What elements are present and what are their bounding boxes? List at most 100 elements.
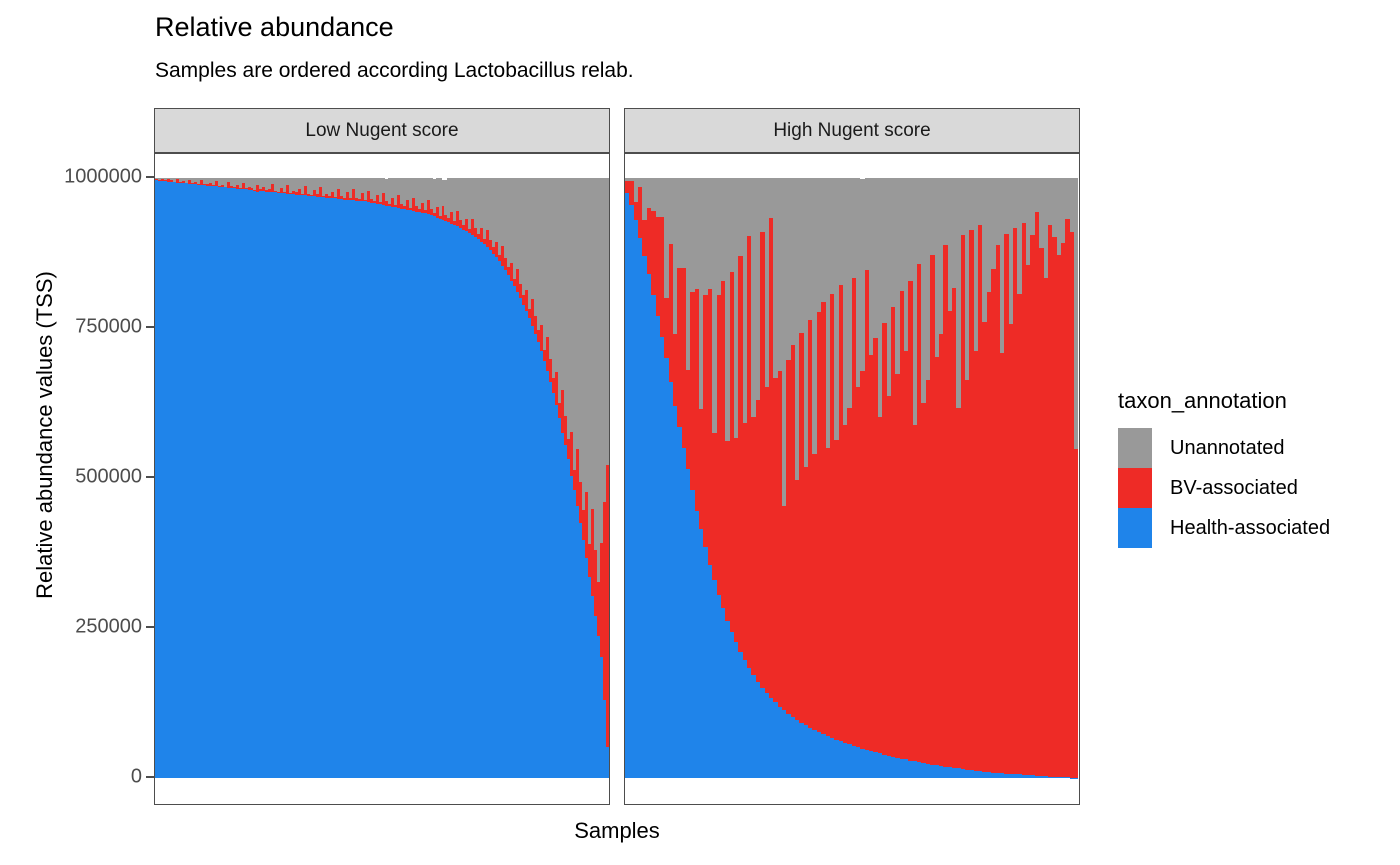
bar-segment-health-associated (259, 190, 263, 778)
bar-segment-bv-associated (539, 325, 543, 352)
bar-segment-bv-associated (274, 190, 278, 193)
bar-segment-bv-associated (1012, 228, 1018, 775)
bar-segment-bv-associated (651, 211, 656, 295)
bar-segment-bv-associated (271, 184, 275, 193)
bar-segment-health-associated (295, 194, 299, 778)
bar-segment-health-associated (351, 200, 355, 778)
bar-segment-unannotated (265, 178, 269, 191)
bar-segment-health-associated (274, 192, 278, 778)
bar-segment-unannotated (1065, 178, 1070, 220)
bar-stack (516, 178, 520, 778)
bar-stack (160, 178, 164, 778)
bar-segment-bv-associated (638, 187, 643, 238)
bar-segment-unannotated (1056, 178, 1061, 256)
bar-segment-unannotated (435, 178, 439, 207)
bar-stack (447, 178, 451, 778)
bar-stack (492, 178, 496, 778)
bar-segment-unannotated (786, 178, 791, 360)
bar-segment-health-associated (405, 209, 409, 778)
bar-segment-unannotated (387, 178, 391, 204)
bar-segment-unannotated (193, 178, 197, 182)
bar-segment-unannotated (982, 178, 987, 322)
bar-segment-bv-associated (1060, 243, 1066, 778)
bar-stack (157, 178, 161, 778)
bar-segment-health-associated (304, 195, 308, 778)
bar-segment-unannotated (522, 178, 526, 296)
bar-segment-bv-associated (557, 403, 561, 418)
bar-segment-bv-associated (864, 269, 870, 750)
bar-segment-health-associated (522, 304, 526, 778)
bar-segment-bv-associated (334, 197, 338, 199)
bar-segment-health-associated (882, 754, 887, 778)
bar-segment-bv-associated (668, 244, 673, 382)
bar-segment-bv-associated (790, 344, 796, 717)
bar-segment-health-associated (563, 445, 567, 778)
bar-segment-health-associated (408, 210, 412, 778)
bar-segment-unannotated (799, 178, 804, 333)
bar-stack (408, 178, 412, 778)
legend-item[interactable]: Health-associated (1118, 508, 1330, 548)
bar-segment-unannotated (334, 178, 338, 198)
bar-segment-unannotated (690, 178, 695, 292)
bar-segment-unannotated (912, 178, 918, 426)
facet-strip-label: Low Nugent score (305, 119, 459, 141)
bar-segment-bv-associated (821, 302, 826, 735)
bar-segment-bv-associated (408, 207, 412, 211)
bar-segment-bv-associated (856, 387, 861, 748)
bar-segment-bv-associated (599, 543, 603, 658)
bar-segment-health-associated (646, 274, 652, 778)
bar-segment-unannotated (825, 178, 830, 448)
bar-segment-unannotated (1021, 178, 1027, 223)
bar-segment-unannotated (904, 178, 909, 352)
bar-segment-bv-associated (986, 292, 992, 772)
bar-segment-health-associated (951, 767, 957, 778)
bar-segment-bv-associated (569, 431, 573, 476)
bar-segment-health-associated (548, 382, 552, 778)
bar-segment-health-associated (283, 193, 287, 778)
bar-segment-bv-associated (978, 225, 983, 772)
bar-segment-health-associated (1056, 777, 1061, 778)
bar-stack (181, 178, 185, 778)
bar-segment-health-associated (519, 298, 523, 778)
bar-segment-health-associated (354, 200, 358, 778)
bar-segment-health-associated (537, 342, 540, 778)
bar-segment-bv-associated (337, 188, 341, 199)
bar-stack (808, 178, 813, 778)
bar-segment-unannotated (232, 178, 236, 187)
bar-stack (441, 178, 445, 778)
bar-segment-bv-associated (205, 183, 209, 186)
bar-stack (1004, 178, 1009, 778)
bar-segment-unannotated (322, 178, 326, 196)
y-axis-tick-label: 750000 (75, 315, 142, 338)
bar-segment-bv-associated (175, 178, 179, 183)
bar-segment-health-associated (369, 202, 373, 778)
bar-stack (1039, 178, 1044, 778)
bar-segment-bv-associated (399, 203, 403, 209)
bar-stack (599, 178, 603, 778)
bar-segment-health-associated (450, 223, 454, 778)
bar-segment-bv-associated (247, 186, 251, 190)
bar-segment-bv-associated (256, 184, 260, 192)
bar-segment-health-associated (289, 193, 293, 778)
bar-segment-unannotated (834, 178, 839, 440)
bar-segment-unannotated (489, 178, 493, 240)
bar-stack (633, 178, 639, 778)
bar-segment-unannotated (575, 178, 579, 450)
bar-segment-bv-associated (1039, 247, 1044, 776)
legend-item[interactable]: BV-associated (1118, 468, 1330, 508)
bar-segment-unannotated (217, 178, 221, 186)
bar-segment-unannotated (223, 178, 227, 187)
bar-segment-bv-associated (1052, 236, 1057, 777)
bar-segment-unannotated (1074, 178, 1079, 450)
bar-stack (331, 178, 335, 778)
bar-segment-bv-associated (501, 245, 505, 266)
bar-segment-bv-associated (1017, 294, 1022, 775)
bar-segment-bv-associated (513, 278, 517, 286)
bar-segment-bv-associated (414, 206, 418, 212)
bar-segment-unannotated (360, 178, 364, 194)
legend-item[interactable]: Unannotated (1118, 428, 1330, 468)
bar-segment-health-associated (534, 334, 537, 778)
bar-segment-bv-associated (847, 408, 852, 745)
bar-segment-health-associated (175, 182, 179, 778)
bar-segment-unannotated (686, 178, 691, 370)
